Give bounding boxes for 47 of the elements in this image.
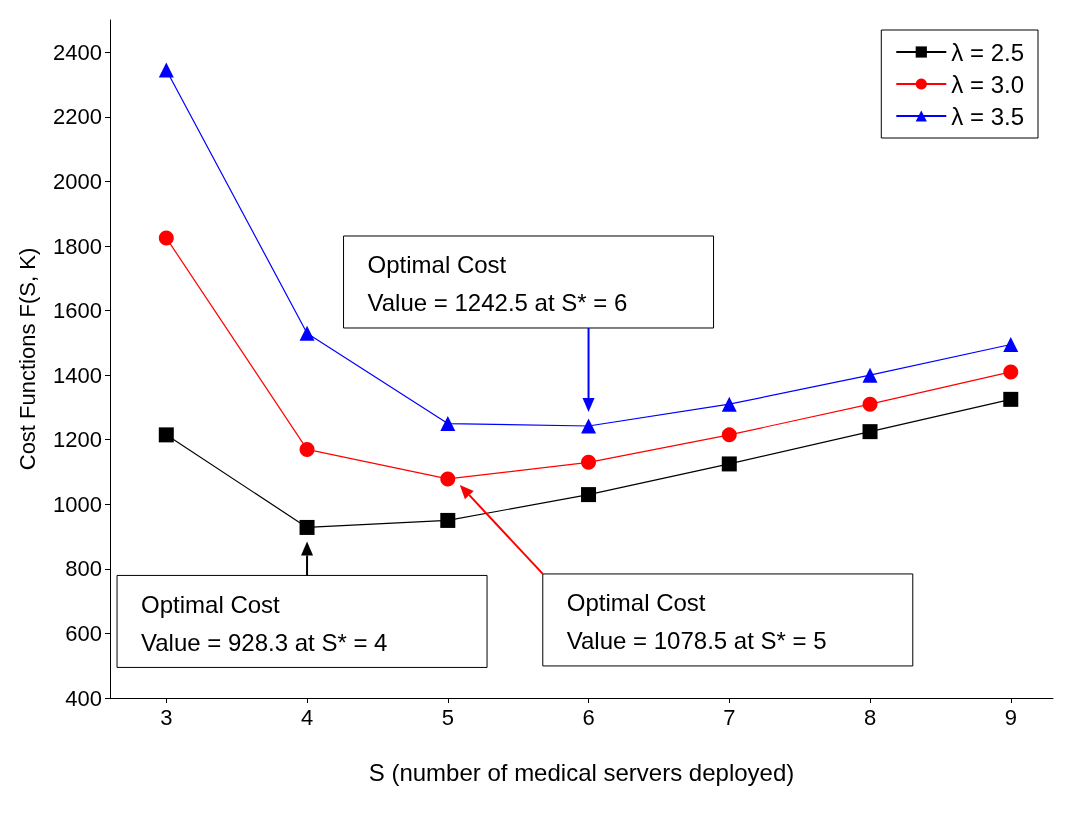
- point: [299, 441, 315, 457]
- point: [440, 416, 456, 432]
- point: [721, 427, 737, 443]
- point: [158, 230, 174, 246]
- point: [299, 325, 315, 341]
- y-tick-label: 400: [65, 685, 102, 711]
- legend-label: λ = 3.0: [951, 70, 1024, 98]
- point: [581, 487, 597, 503]
- x-tick-label: 8: [863, 704, 877, 730]
- x-tick-label: 5: [441, 704, 454, 730]
- x-tick-label: 6: [582, 704, 595, 730]
- point: [721, 396, 737, 412]
- x-tick-label: 4: [300, 704, 314, 730]
- point: [158, 62, 174, 78]
- y-tick-label: 2400: [53, 39, 102, 65]
- y-tick-label: 1600: [53, 298, 102, 324]
- y-tick-label: 1800: [53, 233, 102, 259]
- point: [1003, 391, 1019, 407]
- annotation: Optimal Cost Value = 1242.5 at S* = 6: [367, 251, 628, 317]
- point: [299, 519, 315, 535]
- point: [1003, 336, 1019, 352]
- legend-label: λ = 2.5: [951, 38, 1024, 66]
- x-tick-label: 3: [160, 704, 173, 730]
- y-tick-label: 1000: [53, 491, 102, 517]
- point: [1003, 364, 1019, 380]
- point: [440, 471, 456, 487]
- point: [862, 424, 878, 440]
- y-axis-title: Cost Functions F(S, K): [14, 247, 40, 471]
- y-tick-label: 800: [65, 556, 102, 582]
- point: [158, 427, 174, 443]
- point: [581, 454, 597, 470]
- y-tick-label: 1400: [53, 362, 102, 388]
- x-tick-label: 7: [723, 704, 736, 730]
- y-tick-label: 600: [65, 620, 102, 646]
- point: [862, 396, 878, 412]
- annotation: Optimal Cost Value = 928.3 at S* = 4: [141, 590, 388, 656]
- y-tick-label: 1200: [53, 427, 102, 453]
- x-tick-label: 9: [1004, 704, 1017, 730]
- legend-label: λ = 3.5: [951, 102, 1024, 130]
- point: [721, 456, 737, 472]
- annotation: Optimal Cost Value = 1078.5 at S* = 5: [566, 589, 827, 655]
- y-tick-label: 2200: [53, 104, 102, 130]
- point: [581, 418, 597, 434]
- point: [440, 512, 456, 528]
- x-axis-title: S (number of medical servers deployed): [368, 758, 795, 786]
- y-tick-label: 2000: [53, 168, 102, 194]
- point: [862, 367, 878, 383]
